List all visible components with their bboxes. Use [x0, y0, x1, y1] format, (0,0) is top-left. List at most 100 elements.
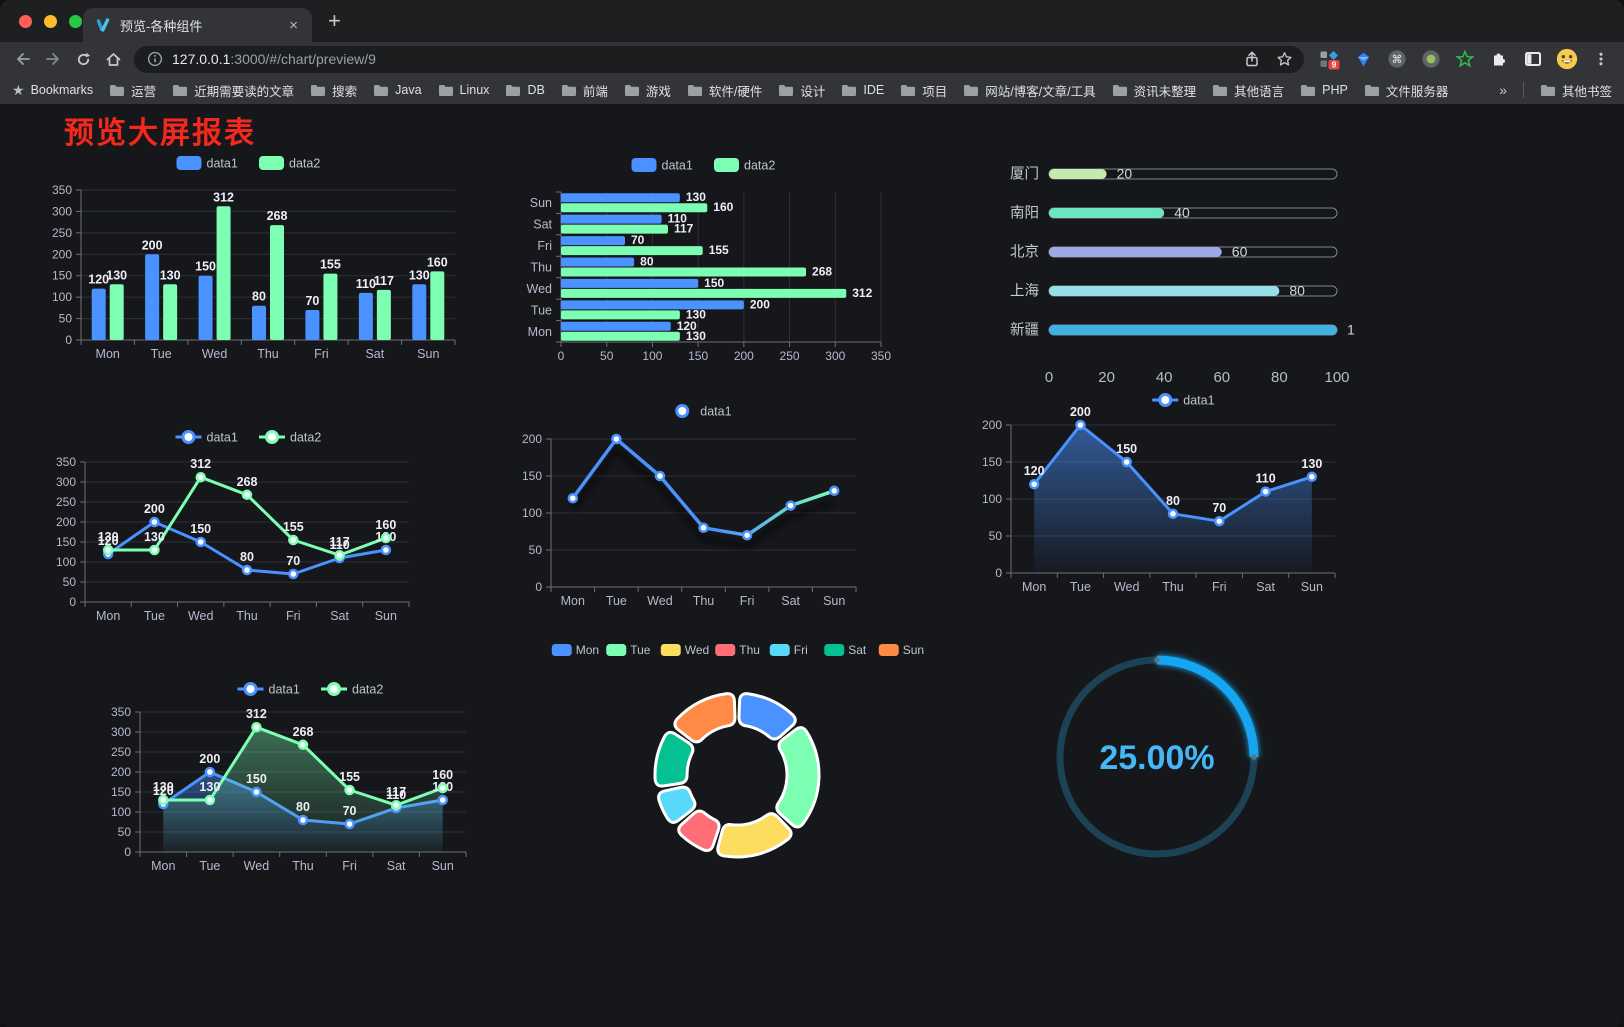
- svg-text:50: 50: [59, 312, 73, 326]
- bookmarks-manager[interactable]: ★ Bookmarks: [12, 82, 93, 99]
- close-window-button[interactable]: [19, 15, 32, 28]
- svg-text:120: 120: [88, 273, 109, 287]
- bookmark-folder[interactable]: 软件/硬件: [687, 81, 762, 100]
- svg-text:100: 100: [642, 349, 662, 363]
- svg-text:100: 100: [982, 492, 1002, 506]
- svg-text:Thu: Thu: [236, 609, 258, 623]
- bookmark-folder[interactable]: 设计: [778, 81, 825, 100]
- gradient-line-chart[interactable]: 0 50 100 150 200 Mon Tue Wed Thu Fri Sat Sun data1: [505, 395, 900, 620]
- bookmark-folder[interactable]: 网站/博客/文章/工具: [963, 81, 1096, 100]
- svg-text:Fri: Fri: [286, 609, 301, 623]
- svg-text:110: 110: [386, 788, 406, 802]
- back-button[interactable]: [8, 45, 38, 73]
- bookmarks-star-icon: ★: [12, 81, 25, 98]
- sidebar-panel-icon[interactable]: [1518, 45, 1548, 73]
- city-progress-chart[interactable]: 厦门 20 南阳 40 北京 60 上海 80 新疆 100 0 20 40 60 80 100: [995, 160, 1355, 386]
- svg-text:0: 0: [65, 333, 72, 347]
- multi-line-chart[interactable]: 0 50 100 150 200 250 300 350 Mon Tue Wed Thu Fri Sat S…: [35, 420, 465, 635]
- browser-toolbar: 127.0.0.1:3000/#/chart/preview/9 9 ⌘: [0, 42, 1624, 76]
- svg-text:120: 120: [98, 534, 119, 548]
- svg-text:Tue: Tue: [606, 594, 627, 608]
- bookmark-folder[interactable]: DB: [505, 83, 545, 97]
- green-star-extension-icon[interactable]: [1450, 45, 1480, 73]
- svg-text:300: 300: [825, 349, 845, 363]
- tab-close-icon[interactable]: ×: [289, 16, 298, 34]
- grouped-bar-chart[interactable]: 0 50 100 150 200 250 300 350 Mon Tue Wed Thu Fri Sat S…: [35, 148, 465, 368]
- svg-text:Thu: Thu: [292, 859, 314, 873]
- other-bookmarks-label: 其他书签: [1561, 84, 1612, 99]
- svg-text:200: 200: [734, 349, 754, 363]
- folder-icon: [374, 84, 389, 96]
- svg-text:data2: data2: [289, 157, 320, 171]
- svg-text:80: 80: [1289, 283, 1305, 299]
- extensions-puzzle-icon[interactable]: [1484, 45, 1514, 73]
- svg-text:9: 9: [1331, 59, 1336, 69]
- bookmark-folder[interactable]: 项目: [900, 81, 947, 100]
- forward-button[interactable]: [38, 45, 68, 73]
- bookmarks-overflow-chevron[interactable]: »: [1499, 82, 1507, 98]
- svg-text:312: 312: [852, 286, 872, 300]
- horizontal-bar-chart[interactable]: 0 50 100 150 200 250 300 350 Mon Tue Wed Thu Fri Sat S…: [505, 150, 905, 370]
- bookmark-folder[interactable]: IDE: [841, 83, 884, 97]
- address-bar[interactable]: 127.0.0.1:3000/#/chart/preview/9: [134, 45, 1304, 73]
- svg-text:Mon: Mon: [561, 594, 585, 608]
- new-tab-button[interactable]: +: [328, 8, 341, 33]
- url-text[interactable]: 127.0.0.1:3000/#/chart/preview/9: [172, 51, 1237, 67]
- profile-avatar[interactable]: [1552, 45, 1582, 73]
- bookmark-star-icon[interactable]: [1269, 45, 1299, 73]
- other-bookmarks[interactable]: 其他书签: [1540, 81, 1612, 100]
- svg-text:0: 0: [1045, 369, 1053, 385]
- minimize-window-button[interactable]: [44, 15, 57, 28]
- svg-text:130: 130: [409, 268, 430, 282]
- svg-text:80: 80: [240, 550, 254, 564]
- svg-text:Wed: Wed: [1114, 580, 1140, 594]
- bookmark-folder[interactable]: 文件服务器: [1364, 81, 1448, 100]
- bookmark-folder[interactable]: 搜索: [310, 81, 357, 100]
- donut-chart[interactable]: Mon Tue Wed Thu Fri Sat Sun: [540, 635, 935, 870]
- bookmark-folder[interactable]: 运营: [109, 81, 156, 100]
- area-line-chart[interactable]: 0 50 100 150 200 Mon Tue Wed Thu Fri Sat Sun 120 200 1…: [975, 385, 1395, 600]
- svg-text:120: 120: [677, 319, 697, 333]
- svg-text:117: 117: [329, 535, 349, 549]
- folder-icon: [1112, 84, 1127, 96]
- bookmark-folder[interactable]: PHP: [1300, 83, 1348, 97]
- share-icon[interactable]: [1237, 45, 1267, 73]
- svg-text:80: 80: [1271, 369, 1288, 385]
- svg-text:80: 80: [252, 290, 266, 304]
- svg-text:268: 268: [237, 475, 258, 489]
- green-dot-extension-icon[interactable]: [1416, 45, 1446, 73]
- browser-tab[interactable]: 预览-各种组件 ×: [83, 8, 312, 42]
- site-info-icon[interactable]: [147, 51, 163, 67]
- tab-strip: 预览-各种组件 × +: [0, 0, 1624, 42]
- command-extension-icon[interactable]: ⌘: [1382, 45, 1412, 73]
- folder-icon: [1364, 84, 1379, 96]
- maximize-window-button[interactable]: [69, 15, 82, 28]
- svg-text:150: 150: [246, 772, 267, 786]
- svg-text:150: 150: [56, 535, 76, 549]
- svg-text:200: 200: [750, 297, 770, 311]
- svg-text:200: 200: [52, 247, 72, 261]
- bookmark-folder[interactable]: 游戏: [624, 81, 671, 100]
- svg-text:Thu: Thu: [693, 594, 715, 608]
- bookmark-folder[interactable]: 其他语言: [1212, 81, 1284, 100]
- svg-text:150: 150: [522, 469, 542, 483]
- double-area-line-chart[interactable]: 0 50 100 150 200 250 300 350 Mon Tue Wed Thu Fri Sat S…: [90, 672, 510, 887]
- bookmark-folder[interactable]: 前端: [561, 81, 608, 100]
- gem-extension-icon[interactable]: [1348, 45, 1378, 73]
- svg-text:data1: data1: [207, 431, 238, 445]
- bookmark-folder[interactable]: 近期需要读的文章: [172, 81, 294, 100]
- tab-manager-extension-icon[interactable]: 9: [1314, 45, 1344, 73]
- svg-text:312: 312: [213, 190, 234, 204]
- reload-button[interactable]: [68, 45, 98, 73]
- bookmark-folder[interactable]: 资讯未整理: [1112, 81, 1196, 100]
- svg-text:Fri: Fri: [342, 859, 357, 873]
- bookmark-folder[interactable]: Java: [373, 83, 422, 97]
- svg-text:160: 160: [375, 518, 396, 532]
- svg-text:Sat: Sat: [1256, 580, 1275, 594]
- home-button[interactable]: [98, 45, 128, 73]
- svg-text:Fri: Fri: [794, 643, 808, 657]
- gauge-chart[interactable]: 25.00%: [1040, 635, 1275, 875]
- bookmark-folder[interactable]: Linux: [438, 83, 489, 97]
- browser-menu-icon[interactable]: [1586, 45, 1616, 73]
